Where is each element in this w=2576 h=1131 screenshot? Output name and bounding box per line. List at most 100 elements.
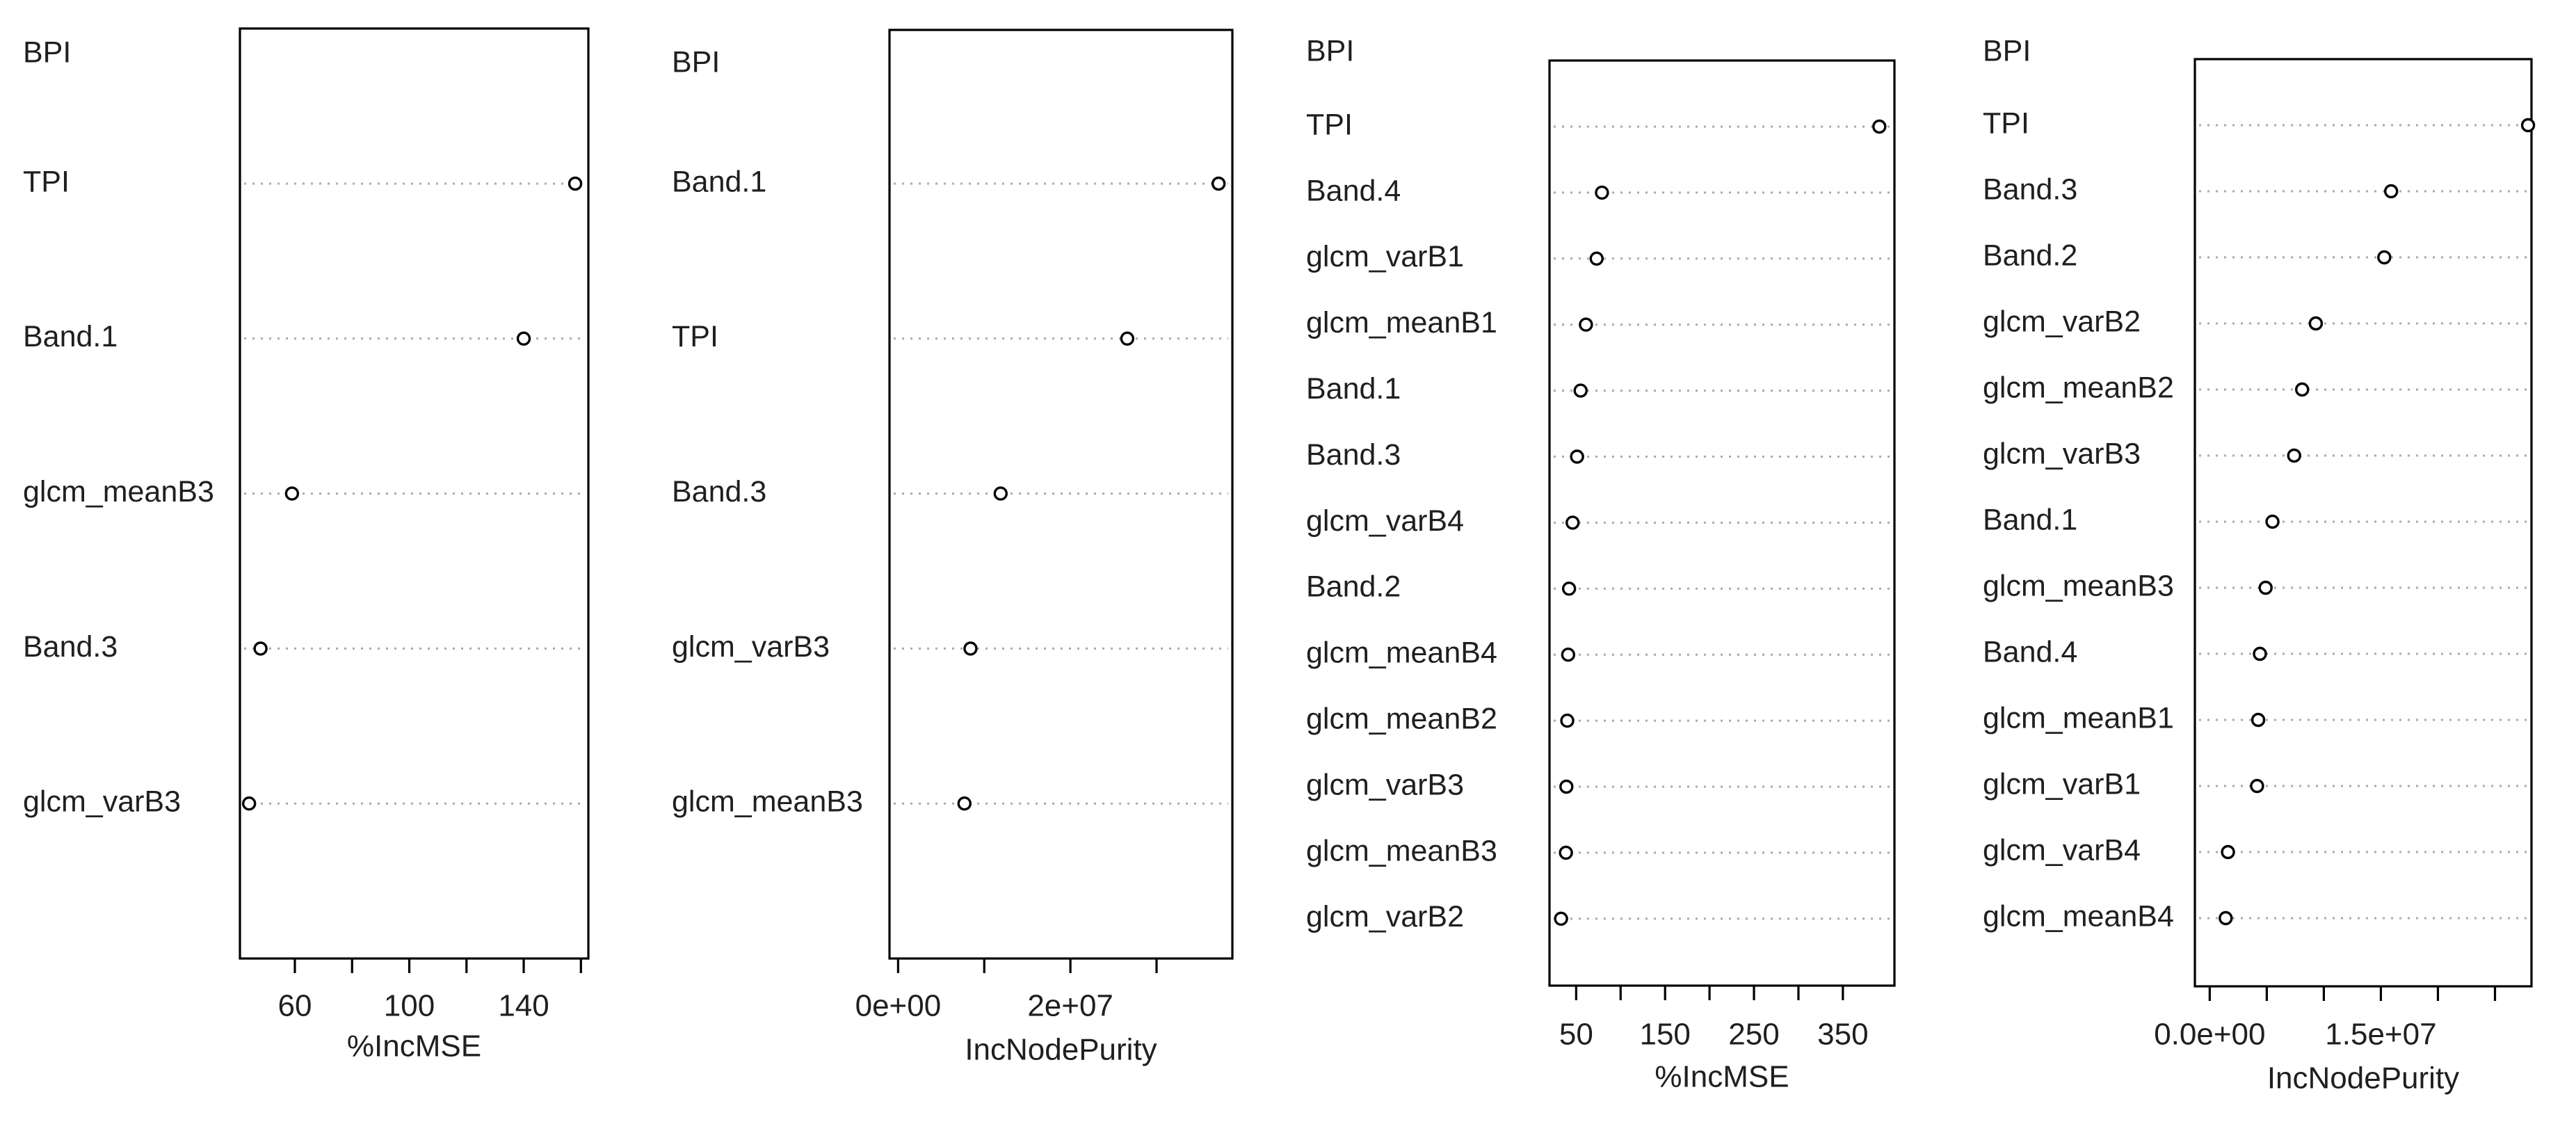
category-label: Band.3 bbox=[23, 630, 118, 664]
data-point bbox=[1559, 845, 1573, 860]
data-point bbox=[1579, 317, 1593, 332]
category-label: glcm_meanB4 bbox=[1983, 899, 2174, 933]
data-point bbox=[2287, 448, 2301, 463]
category-label: TPI bbox=[672, 320, 718, 353]
data-point bbox=[2250, 778, 2264, 794]
data-point bbox=[1561, 648, 1576, 662]
plot-box bbox=[888, 29, 1234, 960]
data-point bbox=[2251, 712, 2266, 728]
category-label: glcm_varB3 bbox=[23, 785, 181, 819]
plot-box bbox=[2193, 58, 2533, 988]
category-label: TPI bbox=[23, 165, 70, 198]
data-point bbox=[2520, 118, 2536, 133]
x-tick-label: 50 bbox=[1559, 1018, 1593, 1052]
panel-4: 0.0e+00 1.5e+07 IncNodePurity BPI TPI Band.3 B… bbox=[1983, 34, 2536, 1096]
data-point bbox=[2258, 580, 2273, 595]
plot-box bbox=[1548, 59, 1896, 987]
data-point bbox=[2295, 382, 2310, 397]
x-axis-label: IncNodePurity bbox=[2267, 1061, 2459, 1096]
category-label: glcm_varB4 bbox=[1306, 504, 1464, 538]
category-label: Band.3 bbox=[1306, 438, 1401, 472]
category-label: BPI bbox=[23, 35, 71, 69]
category-label: glcm_varB1 bbox=[1983, 767, 2141, 801]
data-point bbox=[1211, 176, 1226, 191]
x-axis-label: %IncMSE bbox=[347, 1029, 481, 1064]
data-point bbox=[957, 796, 972, 811]
category-label: glcm_varB3 bbox=[1983, 437, 2141, 470]
data-point bbox=[2221, 844, 2235, 860]
panel-2: 0e+00 2e+07 IncNodePurity BPI Band.1 TPI Band.… bbox=[672, 29, 1234, 1067]
x-tick-label: 140 bbox=[498, 989, 549, 1023]
category-label: glcm_meanB2 bbox=[1983, 371, 2174, 404]
category-label: Band.3 bbox=[672, 475, 766, 508]
data-point bbox=[1589, 251, 1604, 266]
plot-box bbox=[239, 27, 590, 960]
panel-1: 60 100 140 %IncMSE BPI TPI Band.1 glcm_meanB3 Ba… bbox=[23, 27, 590, 1064]
category-label: glcm_meanB1 bbox=[1306, 306, 1497, 339]
x-tick-label: 1.5e+07 bbox=[2325, 1018, 2436, 1052]
category-label: BPI bbox=[1306, 34, 1354, 67]
data-point bbox=[1560, 713, 1575, 728]
category-label: glcm_meanB3 bbox=[1306, 834, 1497, 867]
category-label: glcm_meanB2 bbox=[1306, 702, 1497, 735]
category-label: TPI bbox=[1983, 106, 2029, 140]
category-label: Band.1 bbox=[672, 165, 766, 198]
x-tick-label: 250 bbox=[1728, 1018, 1779, 1052]
data-point bbox=[2308, 316, 2324, 331]
data-point bbox=[2265, 514, 2280, 529]
panel-3: 50 150 250 350 %IncMSE BPI TPI Band.4 glcm_varB1… bbox=[1306, 34, 1896, 1094]
data-point bbox=[2383, 184, 2399, 199]
x-axis-label: %IncMSE bbox=[1655, 1060, 1789, 1094]
category-label: Band.3 bbox=[1983, 173, 2077, 206]
category-label: glcm_varB3 bbox=[1306, 768, 1464, 801]
data-point bbox=[567, 176, 583, 191]
data-point bbox=[1570, 449, 1584, 464]
category-label: Band.4 bbox=[1983, 635, 2077, 668]
category-label: glcm_meanB3 bbox=[1983, 569, 2174, 602]
category-label: glcm_varB3 bbox=[672, 630, 830, 664]
category-label: glcm_varB4 bbox=[1983, 833, 2141, 867]
category-label: Band.1 bbox=[1306, 372, 1401, 406]
data-point bbox=[284, 486, 300, 501]
x-axis-label: IncNodePurity bbox=[965, 1033, 1157, 1067]
category-label: Band.2 bbox=[1306, 570, 1401, 604]
x-tick-label: 0e+00 bbox=[855, 989, 942, 1023]
data-point bbox=[241, 796, 257, 811]
data-point bbox=[2219, 911, 2233, 926]
data-point bbox=[2253, 646, 2267, 661]
x-tick-label: 0.0e+00 bbox=[2154, 1018, 2265, 1052]
category-label: glcm_varB2 bbox=[1306, 900, 1464, 933]
data-point bbox=[1872, 119, 1887, 134]
data-point bbox=[253, 641, 268, 656]
category-label: TPI bbox=[1306, 108, 1353, 141]
data-point bbox=[1565, 515, 1580, 530]
category-label: glcm_meanB4 bbox=[1306, 636, 1497, 670]
category-label: Band.1 bbox=[23, 320, 118, 353]
data-point bbox=[1595, 185, 1609, 200]
x-tick-label: 2e+07 bbox=[1027, 989, 1113, 1023]
data-point bbox=[1120, 331, 1135, 346]
category-label: glcm_meanB3 bbox=[23, 475, 214, 508]
x-tick-label: 350 bbox=[1817, 1018, 1868, 1052]
category-label: glcm_meanB1 bbox=[1983, 701, 2174, 735]
data-point bbox=[1554, 911, 1568, 927]
x-tick-label: 100 bbox=[384, 989, 435, 1023]
data-point bbox=[516, 331, 531, 346]
data-point bbox=[1559, 779, 1574, 794]
category-label: BPI bbox=[1983, 34, 2031, 67]
category-label: Band.2 bbox=[1983, 239, 2077, 272]
x-tick-label: 150 bbox=[1639, 1018, 1690, 1052]
data-point bbox=[963, 641, 978, 656]
x-tick-label: 60 bbox=[277, 989, 312, 1023]
category-label: BPI bbox=[672, 45, 720, 79]
data-point bbox=[1561, 581, 1577, 596]
category-label: Band.4 bbox=[1306, 174, 1401, 207]
data-point bbox=[1573, 383, 1588, 398]
category-label: glcm_varB2 bbox=[1983, 305, 2141, 338]
category-label: Band.1 bbox=[1983, 503, 2077, 536]
data-point bbox=[2377, 250, 2392, 265]
data-point bbox=[993, 486, 1008, 501]
category-label: glcm_varB1 bbox=[1306, 240, 1464, 273]
